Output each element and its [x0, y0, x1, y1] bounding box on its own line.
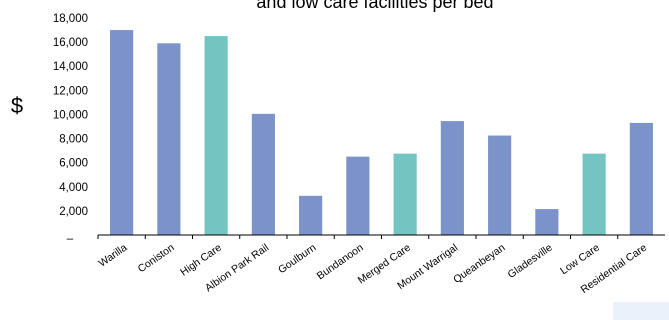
bar [535, 209, 559, 235]
y-axis-label: $ [11, 93, 23, 118]
bar [582, 153, 606, 235]
bar [346, 156, 370, 235]
x-tick-label: Queanbeyan [451, 242, 507, 286]
y-tick-label: 14,000 [53, 61, 88, 73]
y-tick-label: 4,000 [59, 182, 88, 194]
x-tick-label: Coniston [136, 242, 177, 276]
corner-highlight [613, 302, 669, 320]
y-tick-label: 8,000 [59, 134, 88, 146]
bar [299, 195, 323, 235]
chart-title: and low care facilities per bed [256, 0, 493, 12]
x-tick-label: High Care [178, 242, 224, 279]
y-tick-label: 6,000 [59, 158, 88, 170]
y-tick-label: 12,000 [53, 85, 88, 97]
y-tick-label: 18,000 [53, 13, 88, 25]
y-tick-label: 10,000 [53, 109, 88, 121]
x-tick-label: Warilla [96, 242, 129, 270]
bar [440, 121, 464, 235]
x-tick-label: Low Care [558, 242, 602, 278]
bar [110, 30, 134, 235]
bar [488, 135, 512, 235]
bar [393, 153, 417, 235]
bar [204, 36, 228, 236]
y-axis: – 2,000 4,000 6,000 8,000 10,000 12,000 14,000 1… [53, 13, 88, 245]
x-tick-label: Gladesville [506, 242, 555, 281]
y-tick-label: – [67, 233, 74, 245]
x-tick-label: Goulburn [276, 242, 318, 277]
bar [629, 122, 653, 235]
bar [251, 113, 275, 235]
bars [97, 30, 653, 239]
y-tick-label: 16,000 [53, 37, 88, 49]
y-tick-label: 2,000 [59, 206, 88, 218]
bar [157, 43, 181, 235]
